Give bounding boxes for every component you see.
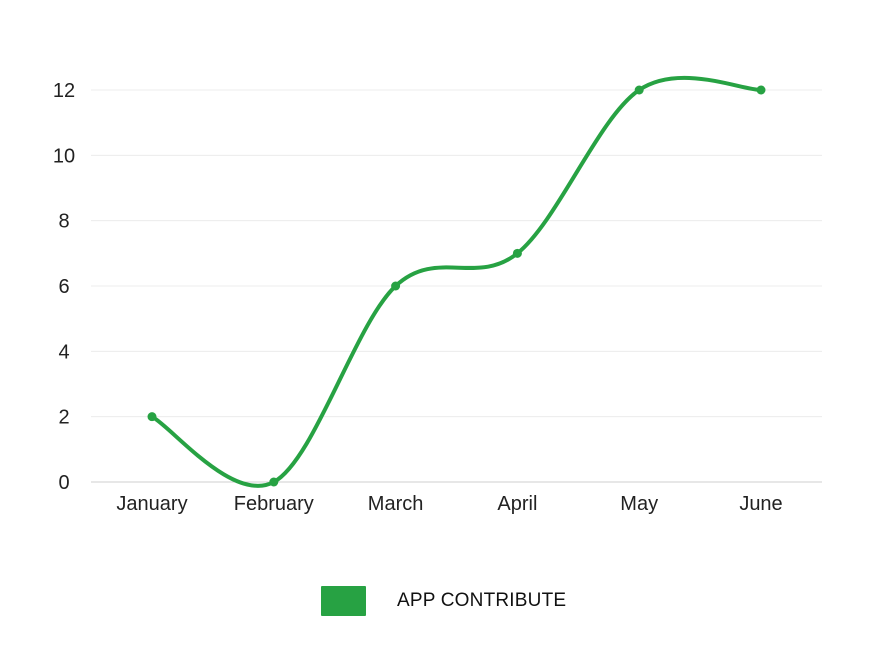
x-tick-label: February: [234, 493, 314, 515]
y-tick-label: 8: [58, 211, 69, 233]
y-tick-label: 0: [58, 472, 69, 494]
y-tick-label: 4: [58, 341, 69, 363]
y-tick-label: 12: [53, 80, 75, 102]
series-line: [150, 75, 763, 488]
data-point: [147, 412, 157, 422]
legend-label: APP CONTRIBUTE: [397, 590, 567, 611]
data-point: [512, 248, 522, 258]
gridlines: [91, 89, 822, 418]
y-tick-label: 10: [53, 145, 75, 167]
x-tick-label: March: [368, 493, 424, 515]
data-point: [391, 281, 401, 291]
y-axis-tick-labels: 0 2 4 6 8 10 12: [53, 80, 75, 494]
x-tick-label: May: [620, 493, 658, 515]
legend: APP CONTRIBUTE: [321, 586, 566, 616]
data-points: [147, 85, 766, 487]
x-axis-tick-labels: January February March April May June: [116, 493, 782, 515]
legend-swatch: [321, 586, 366, 616]
x-tick-label: April: [497, 493, 537, 515]
series-lines: [150, 75, 763, 488]
data-point: [756, 85, 766, 95]
data-point: [634, 85, 644, 95]
x-tick-label: January: [116, 493, 187, 515]
y-tick-label: 6: [58, 276, 69, 298]
data-point: [269, 477, 279, 487]
x-tick-label: June: [739, 493, 782, 515]
y-tick-label: 2: [58, 407, 69, 429]
